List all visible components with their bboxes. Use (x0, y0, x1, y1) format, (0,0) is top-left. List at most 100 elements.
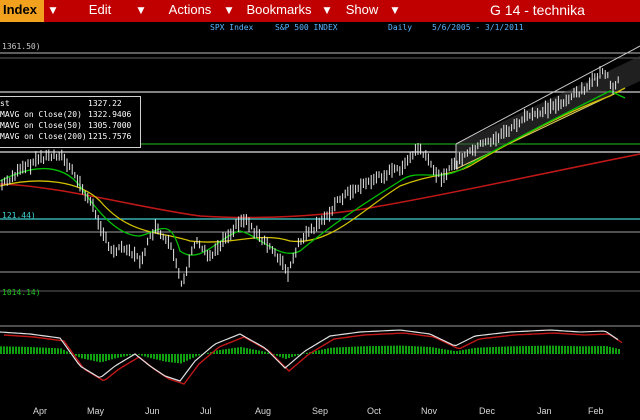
actions-dropdown-icon[interactable]: ▼ (225, 6, 233, 16)
level-label-low: 1014.14) (2, 288, 41, 297)
bookmarks-dropdown-icon[interactable]: ▼ (323, 6, 331, 16)
histogram-bar (480, 347, 482, 354)
histogram-bar (159, 354, 161, 361)
histogram-bar (549, 345, 551, 354)
histogram-bar (429, 346, 431, 354)
edit-menu[interactable]: Edit (88, 2, 112, 17)
histogram-bar (153, 354, 155, 359)
histogram-bar (390, 345, 392, 354)
legend-box[interactable]: st 1327.22 MAVG on Close(20) 1322.9406 M… (0, 96, 141, 148)
histogram-bar (171, 354, 173, 363)
histogram-bar (75, 354, 77, 356)
histogram-bar (543, 345, 545, 354)
legend-value: 1327.22 (88, 99, 122, 108)
histogram-bar (477, 347, 479, 354)
histogram-bar (237, 347, 239, 354)
histogram-bar (504, 346, 506, 354)
histogram-bar (45, 347, 47, 354)
histogram-bar (372, 346, 374, 354)
period-label[interactable]: Daily (388, 23, 413, 32)
histogram-bar (408, 345, 410, 354)
histogram-bar (594, 346, 596, 354)
histogram-bar (411, 346, 413, 354)
histogram-bar (486, 347, 488, 354)
price-bars (1, 66, 619, 287)
histogram-bar (42, 347, 44, 354)
channel-upper-line (455, 45, 640, 145)
histogram-bar (348, 346, 350, 354)
histogram-bar (108, 354, 110, 361)
histogram-bar (48, 347, 50, 354)
histogram-bar (114, 354, 116, 359)
actions-menu[interactable]: Actions (168, 2, 212, 17)
edit-dropdown-icon[interactable]: ▼ (137, 6, 145, 16)
histogram-bar (378, 345, 380, 354)
histogram-bar (456, 351, 458, 354)
histogram-bar (96, 354, 98, 362)
histogram-bar (576, 346, 578, 354)
histogram-bar (573, 346, 575, 354)
histogram-bar (555, 345, 557, 354)
histogram-bar (84, 354, 86, 360)
histogram-bar (357, 346, 359, 354)
index-button[interactable]: Index (0, 0, 44, 22)
bookmarks-menu[interactable]: Bookmarks (246, 2, 312, 17)
histogram-bar (261, 351, 263, 354)
histogram-bar (315, 350, 317, 354)
histogram-bar (123, 354, 125, 357)
dropdown-arrow-icon[interactable]: ▼ (49, 6, 57, 16)
histogram-bar (585, 346, 587, 354)
histogram-bar (63, 349, 65, 354)
histogram-bar (381, 345, 383, 354)
histogram-bar (384, 345, 386, 354)
show-dropdown-icon[interactable]: ▼ (391, 6, 399, 16)
histogram-bar (453, 350, 455, 354)
histogram-bar (180, 354, 182, 364)
histogram-bar (489, 347, 491, 354)
histogram-bar (606, 346, 608, 354)
histogram-bar (552, 345, 554, 354)
histogram-bar (423, 346, 425, 354)
price-chart[interactable] (0, 36, 640, 420)
histogram-bar (243, 347, 245, 354)
histogram-bar (24, 346, 26, 354)
oscillator-line (0, 329, 619, 382)
histogram-bar (351, 346, 353, 354)
legend-label: st (0, 99, 10, 108)
window-title: G 14 - technika (490, 2, 585, 18)
show-menu[interactable]: Show (345, 2, 379, 17)
histogram-bar (6, 346, 8, 354)
histogram-bar (354, 346, 356, 354)
histogram-bar (360, 346, 362, 354)
histogram-bar (117, 354, 119, 358)
histogram-bar (495, 346, 497, 354)
histogram-bar (39, 347, 41, 354)
histogram-bar (507, 346, 509, 354)
histogram-bar (111, 354, 113, 360)
histogram-bar (93, 354, 95, 361)
histogram-bar (183, 354, 185, 363)
histogram-bar (288, 354, 290, 359)
histogram-bar (513, 346, 515, 354)
month-label: Aug (255, 406, 272, 416)
histogram-bar (60, 348, 62, 354)
histogram-bar (405, 345, 407, 354)
histogram-bar (579, 346, 581, 354)
histogram-bar (441, 348, 443, 354)
histogram-bar (582, 346, 584, 354)
histogram-bar (471, 348, 473, 354)
histogram-bar (417, 346, 419, 354)
security-name: S&P 500 INDEX (275, 23, 338, 32)
histogram-bar (15, 346, 17, 354)
histogram-bar (387, 345, 389, 354)
month-label: Sep (312, 406, 329, 416)
histogram-bar (534, 345, 536, 354)
histogram-bar (78, 354, 80, 358)
histogram-bar (603, 345, 605, 354)
histogram-bar (294, 354, 296, 357)
histogram-bar (276, 354, 278, 356)
histogram-bar (591, 346, 593, 354)
histogram-bar (498, 346, 500, 354)
histogram-bar (177, 354, 179, 364)
date-range[interactable]: 5/6/2005 - 3/1/2011 (432, 23, 524, 32)
